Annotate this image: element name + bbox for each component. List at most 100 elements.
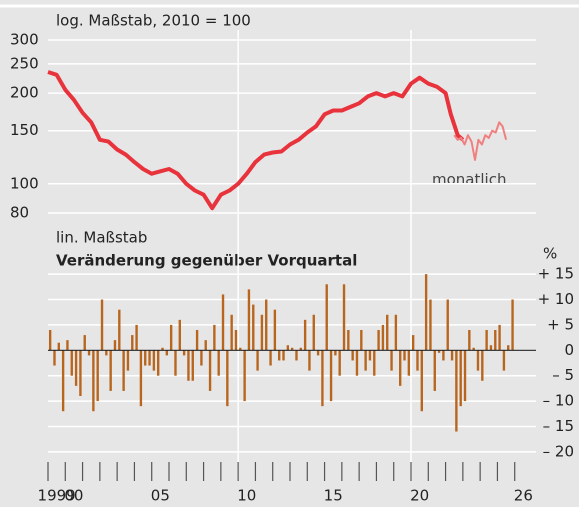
bar bbox=[433, 350, 436, 391]
y-tick-label: 200 bbox=[10, 84, 39, 102]
y-tick-label: + 5 bbox=[547, 315, 574, 333]
bar bbox=[455, 350, 458, 432]
bar bbox=[213, 324, 216, 351]
x-tick-label: 1999 bbox=[38, 487, 76, 505]
bar bbox=[100, 299, 104, 351]
y-tick-label: – 20 bbox=[543, 442, 574, 460]
y-tick-label: – 5 bbox=[552, 366, 574, 384]
x-tick-label: 00 bbox=[64, 487, 83, 505]
bar bbox=[321, 350, 324, 407]
bar bbox=[204, 340, 207, 351]
bar bbox=[243, 350, 246, 402]
bar bbox=[109, 350, 112, 391]
bar bbox=[96, 350, 99, 402]
bar bbox=[494, 330, 497, 351]
bar bbox=[476, 350, 480, 371]
subtitle: lin. Maßstab bbox=[56, 229, 147, 247]
bar bbox=[83, 335, 86, 351]
bar bbox=[364, 350, 367, 371]
bar bbox=[152, 350, 156, 371]
bar bbox=[169, 324, 173, 351]
bar bbox=[360, 330, 363, 351]
bar bbox=[399, 350, 402, 386]
bar bbox=[377, 330, 380, 351]
x-tick-label: 15 bbox=[324, 487, 343, 505]
bar bbox=[290, 347, 294, 351]
bar bbox=[195, 330, 199, 351]
bar bbox=[70, 350, 73, 376]
bar bbox=[256, 350, 259, 371]
bar bbox=[485, 330, 488, 351]
bar bbox=[57, 342, 60, 351]
bar bbox=[131, 335, 134, 351]
bar bbox=[472, 347, 475, 351]
bar bbox=[381, 324, 385, 351]
y-tick-label: + 10 bbox=[538, 290, 574, 308]
bar bbox=[334, 350, 337, 356]
bar bbox=[347, 330, 350, 351]
bar bbox=[74, 350, 78, 386]
bar bbox=[502, 350, 506, 371]
y-tick-label: + 15 bbox=[538, 265, 574, 283]
bar bbox=[157, 350, 160, 376]
y-tick-label: 150 bbox=[10, 121, 39, 139]
bar bbox=[316, 350, 320, 356]
bar bbox=[507, 345, 510, 351]
bar bbox=[446, 299, 449, 351]
bar bbox=[269, 350, 272, 366]
chart-title: log. Maßstab, 2010 = 100 bbox=[56, 12, 251, 30]
bar bbox=[498, 324, 501, 351]
bar bbox=[105, 350, 108, 356]
y-tick-label: 250 bbox=[10, 54, 39, 72]
bar bbox=[420, 350, 423, 412]
bar bbox=[230, 314, 233, 351]
bar bbox=[200, 350, 203, 366]
bar bbox=[424, 274, 428, 351]
bar bbox=[416, 350, 419, 371]
bar bbox=[403, 350, 406, 361]
bar bbox=[135, 324, 138, 351]
bar bbox=[411, 335, 415, 351]
bar bbox=[338, 350, 341, 376]
bar bbox=[442, 350, 445, 361]
bar bbox=[178, 319, 181, 351]
bar bbox=[373, 350, 376, 376]
bar bbox=[429, 299, 432, 351]
x-tick-label: 20 bbox=[410, 487, 429, 505]
bar bbox=[53, 350, 56, 366]
bar bbox=[329, 350, 333, 402]
bar bbox=[139, 350, 143, 407]
annotation: monatlich bbox=[432, 171, 506, 189]
bar bbox=[239, 347, 242, 351]
bar bbox=[282, 350, 285, 361]
bar bbox=[463, 350, 467, 402]
bar bbox=[394, 314, 398, 351]
bar bbox=[312, 314, 315, 351]
y-tick-label: – 15 bbox=[543, 417, 574, 435]
bar bbox=[234, 330, 238, 351]
bar bbox=[217, 350, 220, 376]
bar bbox=[165, 350, 169, 356]
y-tick-label: 300 bbox=[10, 31, 39, 49]
bar bbox=[355, 350, 359, 376]
bar bbox=[351, 350, 354, 361]
bar bbox=[92, 350, 95, 412]
bar bbox=[118, 309, 121, 351]
bar bbox=[148, 350, 151, 366]
bar bbox=[308, 350, 311, 371]
bar bbox=[278, 350, 281, 361]
bar bbox=[113, 340, 117, 351]
line-series bbox=[453, 121, 508, 161]
bar bbox=[161, 347, 164, 351]
bar bbox=[252, 304, 255, 351]
y-tick-label: 80 bbox=[10, 204, 29, 222]
unit-label: % bbox=[543, 245, 557, 263]
bar bbox=[265, 299, 268, 351]
x-tick-label: 05 bbox=[151, 487, 170, 505]
bar bbox=[48, 330, 52, 351]
bar bbox=[126, 350, 130, 371]
bar bbox=[61, 350, 65, 412]
bar bbox=[295, 350, 298, 361]
bar bbox=[66, 340, 69, 351]
